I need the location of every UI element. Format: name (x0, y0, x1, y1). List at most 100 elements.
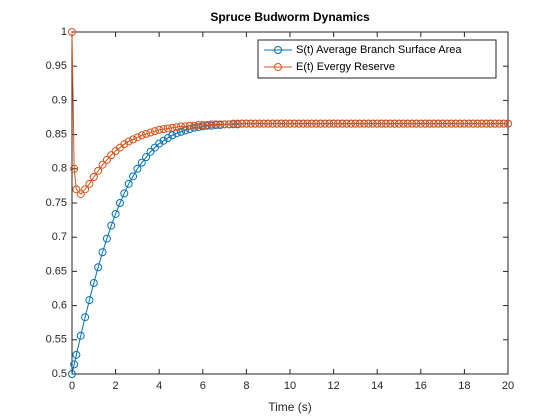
data-point (268, 119, 277, 128)
x-tick-label: 0 (69, 380, 75, 392)
data-point (464, 119, 473, 128)
data-point (129, 135, 138, 144)
data-point (207, 120, 216, 129)
data-point (224, 120, 233, 129)
legend-label: E(t) Evergy Reserve (296, 61, 395, 73)
data-point (320, 119, 329, 128)
data-point (76, 190, 85, 199)
data-point (442, 119, 451, 128)
data-point (124, 179, 133, 188)
data-point (172, 129, 181, 138)
x-tick-label: 10 (284, 380, 296, 392)
data-point (194, 123, 203, 132)
plot-frame (71, 31, 509, 375)
data-point (429, 119, 438, 128)
data-point (120, 140, 129, 149)
y-tick-label: 0.85 (46, 129, 67, 141)
data-point (342, 119, 351, 128)
data-point (142, 153, 151, 162)
data-point (220, 120, 229, 129)
data-point (399, 119, 408, 128)
data-point (168, 131, 177, 140)
data-point (499, 119, 508, 128)
data-point (94, 166, 103, 175)
data-point (360, 119, 369, 128)
data-point (390, 119, 399, 128)
data-point (142, 129, 151, 138)
data-point (98, 160, 107, 169)
data-point (159, 136, 168, 145)
data-point (351, 119, 360, 128)
y-tick-label: 0.5 (52, 368, 67, 380)
data-point (473, 119, 482, 128)
data-point (434, 119, 443, 128)
data-point (229, 119, 238, 128)
data-point (368, 119, 377, 128)
data-point (137, 158, 146, 167)
data-point (421, 119, 430, 128)
data-point (133, 133, 142, 142)
data-point (486, 119, 495, 128)
data-point (194, 121, 203, 130)
data-point (159, 125, 168, 134)
data-point (333, 119, 342, 128)
data-point (490, 119, 499, 128)
data-point (460, 119, 469, 128)
data-point (190, 123, 199, 132)
data-point (155, 125, 164, 134)
y-tick-label: 0.6 (52, 300, 67, 312)
data-point (347, 119, 356, 128)
data-point (451, 119, 460, 128)
data-point (255, 119, 264, 128)
x-axis-label: Time (s) (268, 400, 312, 414)
data-point (85, 296, 94, 305)
data-point (482, 119, 491, 128)
data-point (81, 185, 90, 194)
data-point (316, 119, 325, 128)
data-point (102, 155, 111, 164)
data-point (133, 164, 142, 173)
data-point (102, 234, 111, 243)
y-tick-label: 0.55 (46, 334, 67, 346)
data-point (329, 119, 338, 128)
x-tick-label: 12 (327, 380, 339, 392)
y-tick-label: 0.65 (46, 265, 67, 277)
data-point (198, 121, 207, 130)
data-point (177, 122, 185, 131)
data-point (425, 119, 434, 128)
x-tick-label: 20 (502, 380, 514, 392)
data-point (469, 119, 478, 128)
x-tick-label: 2 (113, 380, 119, 392)
legend-marker (274, 63, 282, 71)
data-point (68, 28, 76, 36)
data-point (438, 119, 447, 128)
data-point (124, 137, 133, 146)
chart-title: Spruce Budworm Dynamics (210, 10, 370, 24)
x-tick-label: 18 (458, 380, 470, 392)
data-point (504, 119, 512, 128)
data-point (120, 189, 129, 198)
data-point (447, 119, 456, 128)
data-point (70, 360, 79, 369)
data-point (290, 119, 299, 128)
data-point (211, 120, 220, 129)
data-point (177, 127, 185, 136)
data-point (203, 121, 212, 130)
data-point (163, 134, 172, 143)
y-tick-label: 0.8 (52, 163, 67, 175)
data-point (299, 119, 308, 128)
x-tick-label: 8 (243, 380, 249, 392)
data-point (76, 331, 85, 340)
data-point (412, 119, 421, 128)
data-point (185, 121, 194, 130)
data-point (386, 119, 395, 128)
data-point (111, 209, 120, 218)
y-tick-label: 0.9 (52, 94, 67, 106)
data-point (281, 119, 290, 128)
data-point (115, 199, 124, 207)
x-tick-label: 6 (200, 380, 206, 392)
data-point (181, 122, 190, 131)
data-point (72, 350, 81, 359)
data-point (303, 119, 312, 128)
